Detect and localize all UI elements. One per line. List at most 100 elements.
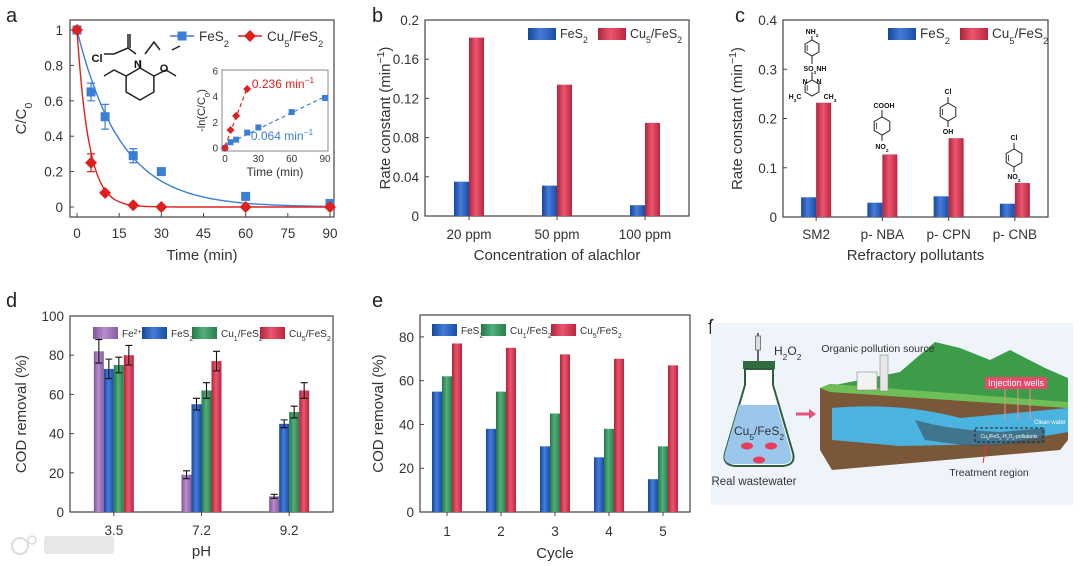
panel-label-b: b [372, 5, 383, 27]
legend-label: Cu1/FeS2 [510, 326, 552, 340]
error-bar [213, 350, 220, 372]
y-tick-label: 0.2 [44, 165, 63, 180]
data-point-diamond [324, 201, 336, 213]
bar-fe2 [269, 496, 280, 512]
bar-cu1 [113, 365, 124, 512]
bar-fes2 [279, 423, 290, 512]
bar-fes2 [103, 368, 114, 512]
data-point-diamond [71, 24, 83, 36]
arrow-head [809, 409, 816, 419]
y-tick-label: 0 [769, 210, 777, 225]
x-tick-label: 9.2 [280, 523, 299, 538]
legend-swatch-fes2 [432, 324, 457, 336]
benzene-ring [125, 67, 155, 101]
catalyst-particle [753, 456, 765, 464]
x-tick-label: 3.5 [104, 523, 123, 538]
legend-label: Cu5/FeS2 [630, 27, 682, 45]
bar-cu1 [550, 413, 560, 512]
flask-caption: Real wastewater [711, 476, 796, 488]
inset-x-axis-title: Time (min) [247, 165, 304, 179]
x-axis-title: Refractory pollutants [847, 247, 985, 264]
bar-fes2 [454, 181, 469, 216]
y-tick-label: 20 [49, 466, 64, 481]
panel-label-c: c [735, 5, 745, 27]
bar-fes2 [191, 404, 202, 512]
y-tick-label: 0.6 [44, 94, 63, 109]
legend-label: FeS2 [560, 27, 588, 45]
sm2-label-nh2: NH2 [806, 29, 819, 39]
legend-label: Cu5/FeS2 [289, 329, 331, 343]
inset-y-tick-label: 4 [212, 92, 218, 103]
watermark-logo [11, 535, 114, 555]
legend-swatch-cu5 [551, 324, 576, 336]
error-bar [125, 344, 133, 366]
legend-swatch-fes2 [888, 28, 916, 40]
error-bar [105, 358, 113, 380]
inset-point-square [322, 94, 328, 101]
legend-label: FeS2 [199, 29, 229, 50]
error-bar [115, 356, 123, 374]
legend-swatch-fes2 [528, 28, 556, 40]
y-tick-label: 0.2 [400, 13, 419, 28]
treatment-box [974, 427, 1044, 443]
sm2-label-ch3: CH3 [824, 94, 837, 104]
panel-c: c 0 0.1 0.2 0.3 0.4 Rate constant (min−1) Refra… [727, 5, 1049, 264]
x-tick-label: 0 [73, 226, 81, 241]
bar-cu5 [211, 361, 222, 512]
bar-cu5 [882, 154, 898, 217]
y-tick-label: 0.4 [758, 13, 777, 28]
panel-label-a: a [6, 5, 18, 27]
x-tick-label: 60 [238, 226, 253, 241]
bar-fes2 [540, 446, 550, 512]
cnb-label-cl: Cl [1011, 135, 1018, 142]
treatment-region-label: Treatment region [949, 467, 1029, 479]
pollution-source-label: Organic pollution source [821, 343, 934, 355]
x-tick-label: p- CNB [993, 227, 1037, 242]
x-tick-label: 4 [605, 524, 613, 539]
x-tick-label: 7.2 [192, 523, 211, 538]
y-tick-label: 80 [49, 348, 64, 363]
bar-fes2 [933, 196, 949, 217]
syringe-barrel [755, 335, 761, 351]
x-tick-label: 90 [322, 226, 337, 241]
data-point-diamond [155, 201, 168, 213]
inset-y-tick-label: 0 [212, 144, 218, 155]
panel-label-d: d [6, 290, 17, 312]
data-point-square [241, 191, 251, 201]
y-tick-label: 20 [399, 461, 414, 476]
inset-y-tick-label: 6 [212, 67, 218, 78]
y-tick-label: 100 [41, 309, 64, 324]
legend-label: FeS2 [171, 329, 193, 343]
legend-swatch-cu5 [260, 327, 285, 339]
inset-point-square [255, 124, 262, 131]
y-axis-title: COD removal (%) [370, 354, 387, 472]
panel-d: d 0 20 40 60 80 100 COD removal (%) pH 3.5 7.2 9.2 F… [6, 290, 334, 560]
oxidant-label: H2O2 [774, 344, 802, 362]
sm2-label-n1: N [802, 79, 807, 86]
error-bar [95, 338, 103, 364]
pointer-line [982, 444, 987, 464]
panel-b: b 0 0.04 0.08 0.12 0.16 0.2 Rate constant (min−… [372, 5, 690, 264]
bar-fes2 [486, 428, 496, 512]
bar-cu1 [201, 390, 212, 512]
y-tick-label: 0.1 [758, 161, 777, 176]
x-tick-label: 15 [112, 226, 127, 241]
bar-cu5 [452, 343, 462, 512]
panel-e: e 0 20 40 60 80 COD removal (%) Cycle 1 2 3 4 5 FeS2 C… [370, 290, 691, 562]
x-tick-label: SM2 [802, 227, 830, 242]
y-tick-label: 0.12 [393, 91, 419, 106]
fes2-rate-label: 0.064 min−1 [251, 127, 314, 143]
x-tick-label: p- NBA [861, 227, 905, 242]
legend-label: Cu5/FeS2 [580, 326, 622, 340]
legend-label: Cu5/FeS2 [267, 29, 323, 50]
plot-frame [69, 19, 335, 218]
data-point-diamond [99, 186, 112, 199]
legend-label: Cu5/FeS2 [992, 26, 1048, 47]
legend-marker-diamond [244, 30, 256, 42]
bar-cu5 [645, 122, 660, 216]
inset-point-diamond [226, 126, 235, 135]
legend-swatch-fe2 [93, 327, 118, 339]
